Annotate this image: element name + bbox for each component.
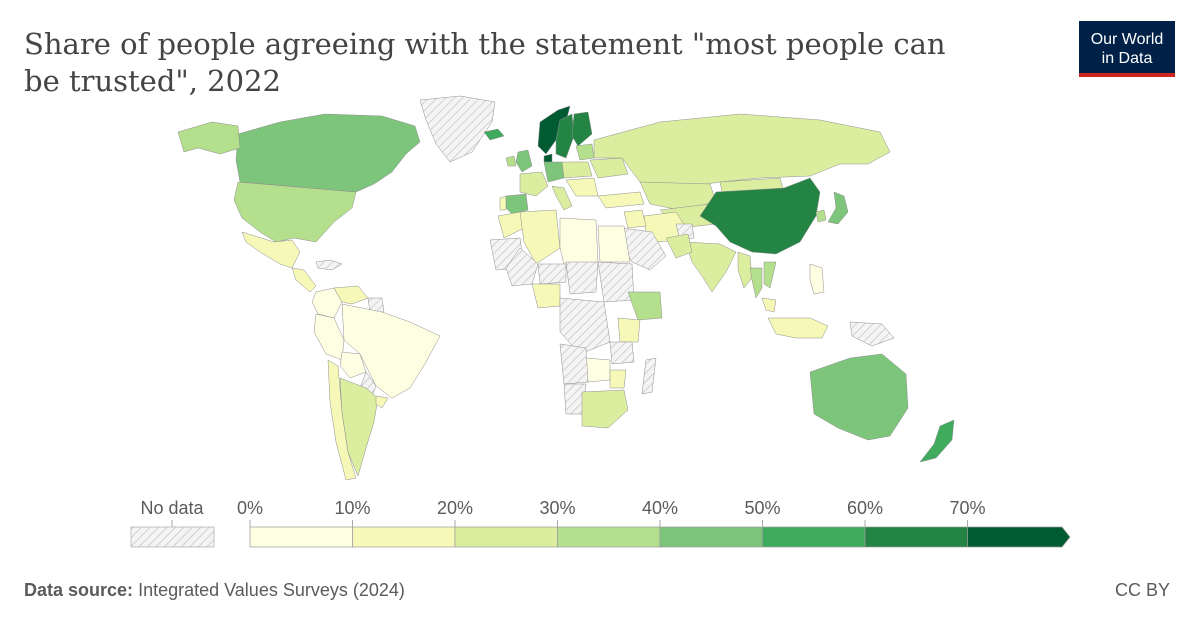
region-mali[interactable]: Mali <box>505 247 539 287</box>
region-thailand[interactable]: Thailand <box>749 267 763 299</box>
region-new-zealand[interactable]: New Zealand <box>919 419 955 463</box>
legend-tick-label: 20% <box>437 498 473 518</box>
region-sudan[interactable]: Sudan <box>597 261 635 303</box>
region-sweden[interactable]: Sweden <box>555 113 575 159</box>
region-zambia[interactable]: Zambia <box>585 357 611 383</box>
region-chile[interactable]: Chile <box>327 359 357 481</box>
legend-tick-label: 30% <box>539 498 575 518</box>
data-source: Data source: Integrated Values Surveys (… <box>24 580 405 601</box>
region-japan[interactable]: Japan <box>827 191 849 225</box>
region-zimbabwe[interactable]: Zimbabwe <box>609 369 627 389</box>
data-source-label: Data source: <box>24 580 134 600</box>
legend-bin-2 <box>454 526 558 548</box>
region-finland[interactable]: Finland <box>571 111 593 147</box>
region-morocco[interactable]: Morocco <box>497 211 525 239</box>
region-niger[interactable]: Niger <box>537 263 567 285</box>
region-central-america[interactable]: Central America <box>291 267 317 293</box>
region-india[interactable]: India <box>685 241 737 293</box>
region-italy[interactable]: Italy <box>551 185 573 211</box>
region-germany[interactable]: Germany <box>543 161 565 183</box>
region-alaska[interactable]: Alaska <box>177 121 241 155</box>
region-bolivia[interactable]: Bolivia <box>339 351 367 379</box>
legend-bin-1 <box>352 526 456 548</box>
logo-line-2: in Data <box>1101 50 1153 67</box>
region-peru[interactable]: Peru <box>313 313 345 361</box>
region-iceland[interactable]: Iceland <box>483 128 505 141</box>
logo-line-1: Our World <box>1090 31 1164 48</box>
region-australia[interactable]: Australia <box>809 353 909 441</box>
legend-nodata-label: No data <box>140 498 204 518</box>
region-russia[interactable]: Russia <box>593 113 891 189</box>
data-source-text: Integrated Values Surveys (2024) <box>138 580 405 600</box>
logo-accent-bar <box>1079 73 1175 77</box>
legend-tick-label: 10% <box>334 498 370 518</box>
region-central-africa[interactable]: Central Africa <box>559 297 611 355</box>
region-nigeria[interactable]: Nigeria <box>531 283 561 309</box>
region-iraq[interactable]: Iraq <box>623 209 647 229</box>
legend-bin-0 <box>249 526 353 548</box>
region-uruguay[interactable]: Uruguay <box>375 395 389 409</box>
region-vietnam[interactable]: Vietnam <box>763 261 777 289</box>
region-united-kingdom[interactable]: United Kingdom <box>515 149 533 173</box>
owid-logo[interactable]: Our World in Data <box>1079 21 1175 77</box>
region-argentina[interactable]: Argentina <box>339 377 379 477</box>
region-egypt[interactable]: Egypt <box>597 225 631 263</box>
region-papua-new-guinea[interactable]: Papua New Guinea <box>849 321 895 347</box>
region-tanzania[interactable]: Tanzania <box>609 341 635 365</box>
region-philippines[interactable]: Philippines <box>809 263 825 295</box>
legend-bin-4 <box>659 526 763 548</box>
region-caribbean[interactable]: Caribbean <box>315 259 343 271</box>
region-brazil[interactable]: Brazil <box>341 303 441 399</box>
legend-tick-label: 40% <box>642 498 678 518</box>
region-venezuela[interactable]: Venezuela <box>333 285 369 305</box>
region-algeria[interactable]: Algeria <box>519 209 561 265</box>
region-ethiopia[interactable]: Ethiopia <box>627 291 663 321</box>
region-denmark[interactable]: Denmark <box>543 153 553 163</box>
region-madagascar[interactable]: Madagascar <box>641 357 657 395</box>
color-legend: No data 0% 10% 20% 30% 40% 50% 60% 70% <box>130 498 1071 548</box>
region-central-europe[interactable]: Central Europe <box>561 161 593 179</box>
chart-title: Share of people agreeing with the statem… <box>24 27 946 98</box>
legend-tick-label: 0% <box>237 498 263 518</box>
region-angola[interactable]: Angola <box>559 343 589 385</box>
region-south-korea[interactable]: South Korea <box>815 209 827 223</box>
region-ukraine[interactable]: Ukraine <box>589 157 629 179</box>
region-canada[interactable]: Canada <box>235 113 421 193</box>
region-china[interactable]: China <box>699 177 821 255</box>
legend-tick-label: 60% <box>847 498 883 518</box>
region-libya[interactable]: Libya <box>559 217 599 265</box>
legend-nodata-swatch <box>130 526 215 548</box>
license-link[interactable]: CC BY <box>1114 580 1170 600</box>
region-portugal[interactable]: Portugal <box>499 195 507 211</box>
world-map[interactable]: GreenlandCanadaAlaskaUnited StatesMexico… <box>120 92 980 487</box>
region-ireland[interactable]: Ireland <box>505 155 517 167</box>
region-united-states[interactable]: United States <box>233 181 357 243</box>
legend-bin-6 <box>864 526 968 548</box>
region-spain[interactable]: Spain <box>505 193 529 215</box>
region-myanmar[interactable]: Myanmar <box>737 251 753 289</box>
legend-bin-3 <box>557 526 661 548</box>
region-turkey[interactable]: Turkey <box>597 191 645 209</box>
legend-bin-5 <box>762 526 866 548</box>
region-greenland[interactable]: Greenland <box>419 95 496 163</box>
region-indonesia[interactable]: Indonesia <box>767 317 829 339</box>
region-chad[interactable]: Chad <box>565 261 599 295</box>
region-malaysia[interactable]: Malaysia <box>761 297 777 313</box>
legend-bin-7 <box>967 526 1071 548</box>
region-kenya[interactable]: Kenya <box>617 317 641 343</box>
region-south-africa[interactable]: South Africa <box>581 389 629 429</box>
region-france[interactable]: France <box>519 171 549 197</box>
legend-tick-label: 70% <box>949 498 985 518</box>
region-balkans[interactable]: Balkans <box>565 177 599 197</box>
region-guianas[interactable]: Guianas <box>367 297 385 313</box>
region-baltics[interactable]: Baltics <box>575 143 595 161</box>
region-pakistan[interactable]: Pakistan <box>665 233 693 259</box>
legend-tick-label: 50% <box>744 498 780 518</box>
